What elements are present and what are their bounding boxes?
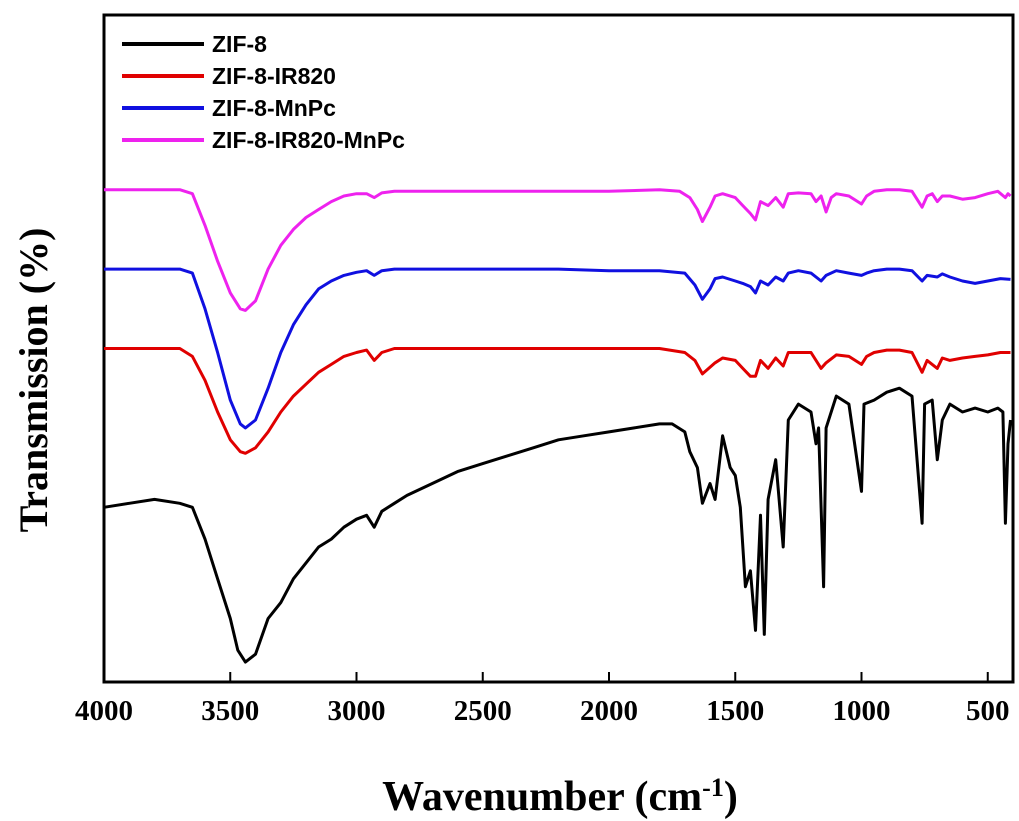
x-axis-ticks: 4000 3500 3000 2500 2000 1500 1000 500	[75, 672, 1010, 727]
x-axis-title: Wavenumber (cm-1)	[382, 773, 738, 821]
x-tick-label: 2500	[454, 695, 512, 727]
x-tick-label: 3000	[328, 695, 386, 727]
series-line-zif-8-ir820-mnpc	[104, 188, 1012, 312]
legend-label: ZIF-8	[212, 31, 267, 57]
x-axis-title-sup: -1	[702, 773, 724, 802]
series-line-zif-8-ir820	[104, 347, 1011, 455]
x-tick-label: 500	[966, 695, 1010, 727]
legend-label: ZIF-8-IR820	[212, 63, 336, 89]
series-line-zif-8	[103, 386, 1012, 664]
x-tick-label: 2000	[580, 695, 638, 727]
legend-label: ZIF-8-IR820-MnPc	[212, 127, 405, 153]
x-tick-label: 4000	[75, 695, 133, 727]
legend-label: ZIF-8-MnPc	[212, 95, 336, 121]
x-tick-label: 1000	[833, 695, 891, 727]
x-axis-title-close: )	[724, 774, 738, 820]
legend: ZIF-8 ZIF-8-IR820 ZIF-8-MnPc ZIF-8-IR820-Mn…	[122, 31, 405, 153]
y-axis-title: Transmission (%)	[11, 228, 56, 533]
x-tick-label: 3500	[201, 695, 259, 727]
series-line-zif-8-mnpc	[104, 267, 1011, 430]
series-layer	[103, 188, 1012, 664]
x-tick-label: 1500	[706, 695, 764, 727]
x-axis-title-main: Wavenumber (cm	[382, 774, 702, 820]
